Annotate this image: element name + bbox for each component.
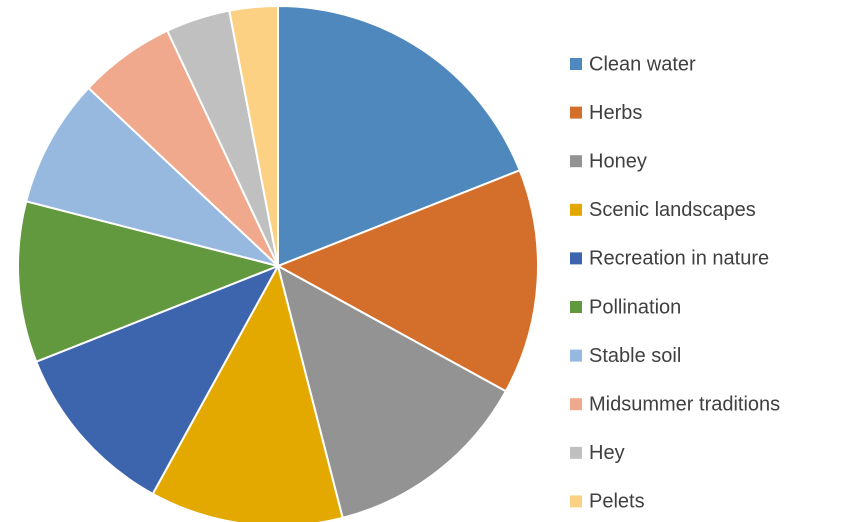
- legend-label: Honey: [589, 150, 647, 172]
- pie-slice: [24, 86, 279, 267]
- pie-slice: [276, 264, 508, 520]
- legend-label: Stable soil: [589, 345, 681, 367]
- legend-label: Hey: [589, 442, 625, 464]
- legend-swatch: [570, 106, 582, 119]
- pie-slice: [275, 168, 539, 393]
- pie-slice: [17, 200, 282, 364]
- legend-swatch: [570, 203, 582, 216]
- pie-slice: [277, 4, 522, 268]
- legend-swatch: [570, 252, 582, 265]
- legend-swatch: [570, 58, 582, 70]
- legend-swatch: [570, 155, 582, 168]
- legend-label: Midsummer traditions: [589, 393, 780, 415]
- legend-swatch: [570, 398, 582, 411]
- legend-swatch: [570, 301, 582, 313]
- legend-swatch: [570, 446, 582, 459]
- pie-slice: [228, 4, 279, 267]
- pie-slice: [34, 264, 281, 496]
- legend-swatch: [570, 349, 582, 362]
- legend-swatch: [570, 495, 582, 508]
- legend-label: Clean water: [589, 53, 696, 75]
- legend-label: Pelets: [589, 491, 645, 513]
- pie-slice: [151, 263, 344, 522]
- legend-label: Herbs: [589, 102, 642, 124]
- legend-label: Recreation in nature: [589, 248, 769, 270]
- legend-label: Pollination: [589, 296, 681, 318]
- legend-label: Scenic landscapes: [589, 199, 756, 221]
